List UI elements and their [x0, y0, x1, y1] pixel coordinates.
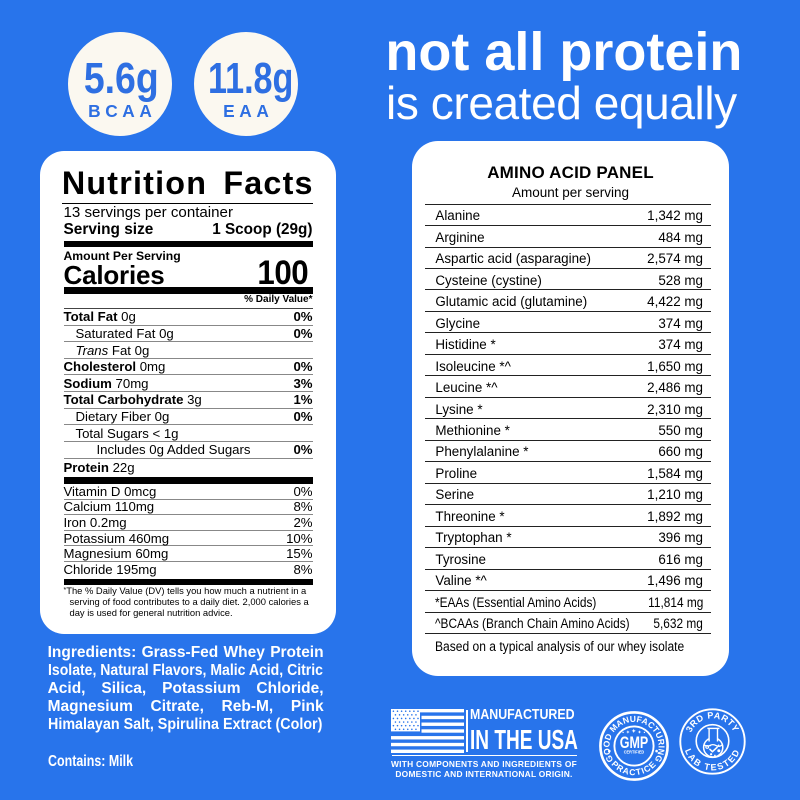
svg-text:3RD PARTY: 3RD PARTY [684, 710, 741, 733]
svg-text:GMP: GMP [620, 734, 649, 752]
svg-text:CERTIFIED: CERTIFIED [624, 750, 645, 756]
